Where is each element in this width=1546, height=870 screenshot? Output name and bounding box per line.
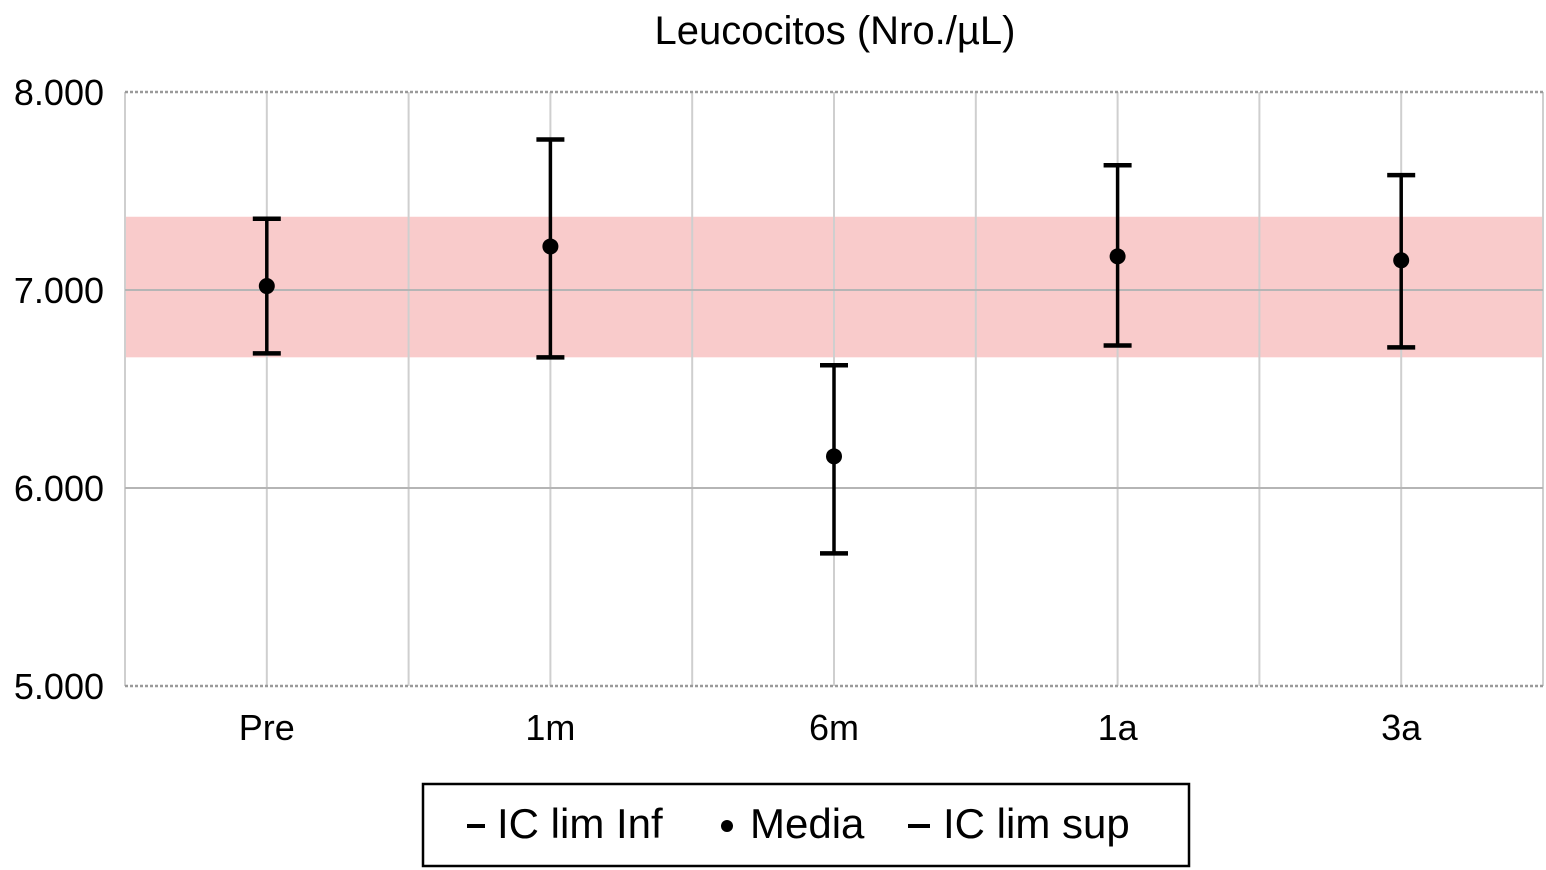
legend-box <box>421 782 1191 868</box>
x-tick-label: Pre <box>239 707 295 748</box>
media-point <box>542 238 559 255</box>
legend-label-ic-lim-sup: IC lim sup <box>943 800 1130 847</box>
legend: IC lim Inf Media IC lim sup <box>421 782 1191 868</box>
legend-label-media: Media <box>750 800 865 847</box>
x-tick-label: 3a <box>1381 707 1422 748</box>
x-tick-label: 1m <box>525 707 575 748</box>
y-tick-label: 6.000 <box>14 468 104 509</box>
legend-marker-media <box>721 820 733 832</box>
x-tick-label: 6m <box>809 707 859 748</box>
y-tick-label: 8.000 <box>14 72 104 113</box>
media-point <box>1393 252 1410 269</box>
y-tick-label: 7.000 <box>14 270 104 311</box>
y-tick-label: 5.000 <box>14 666 104 707</box>
data-series <box>252 137 1416 556</box>
chart-title: Leucocitos (Nro./µL) <box>655 9 1016 53</box>
legend-label-ic-lim-inf: IC lim Inf <box>497 800 663 847</box>
y-axis: 5.000 6.000 7.000 8.000 <box>14 72 104 707</box>
media-point <box>258 278 275 295</box>
media-point <box>1109 248 1126 265</box>
x-tick-label: 1a <box>1098 707 1139 748</box>
media-point <box>826 448 842 465</box>
x-axis: Pre 1m 6m 1a 3a <box>239 707 1422 748</box>
